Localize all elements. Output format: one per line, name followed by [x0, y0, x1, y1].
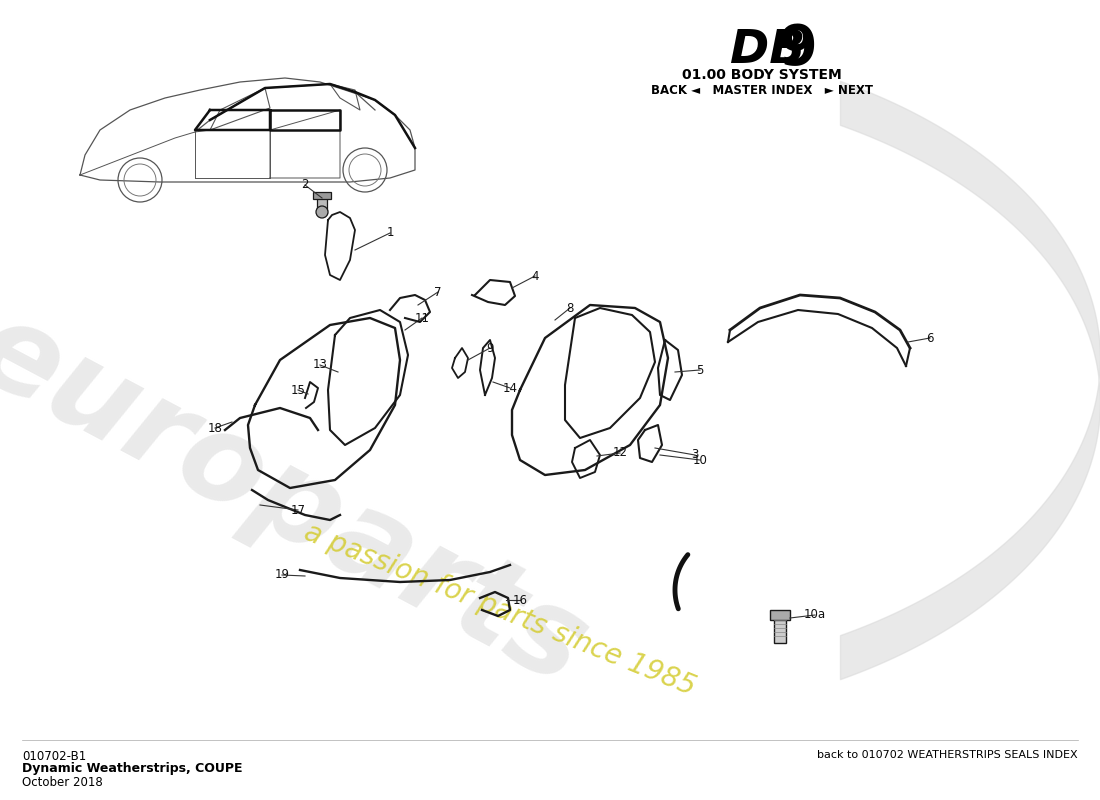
Text: 6: 6: [926, 331, 934, 345]
Text: back to 010702 WEATHERSTRIPS SEALS INDEX: back to 010702 WEATHERSTRIPS SEALS INDEX: [817, 750, 1078, 760]
Text: 8: 8: [566, 302, 574, 314]
Bar: [774, 618, 786, 643]
Text: 14: 14: [503, 382, 517, 394]
Text: 2: 2: [301, 178, 309, 191]
Text: a passion for parts since 1985: a passion for parts since 1985: [300, 518, 700, 702]
Text: 19: 19: [275, 569, 289, 582]
Text: 4: 4: [531, 270, 539, 282]
Text: 9: 9: [486, 342, 494, 354]
Text: 010702-B1: 010702-B1: [22, 750, 86, 763]
Text: 16: 16: [513, 594, 528, 606]
Text: 01.00 BODY SYSTEM: 01.00 BODY SYSTEM: [682, 68, 842, 82]
Text: DB: DB: [730, 28, 805, 73]
Text: 13: 13: [312, 358, 328, 371]
Text: 17: 17: [290, 503, 306, 517]
Text: 10: 10: [693, 454, 707, 466]
Text: October 2018: October 2018: [22, 776, 102, 789]
Text: 3: 3: [691, 449, 698, 462]
Text: 5: 5: [696, 363, 704, 377]
Circle shape: [316, 206, 328, 218]
Text: 12: 12: [613, 446, 627, 459]
Text: Dynamic Weatherstrips, COUPE: Dynamic Weatherstrips, COUPE: [22, 762, 242, 775]
Text: 11: 11: [415, 311, 429, 325]
Text: 7: 7: [434, 286, 442, 298]
Text: 18: 18: [208, 422, 222, 434]
Text: 9: 9: [778, 22, 816, 76]
Text: 1: 1: [386, 226, 394, 239]
Bar: [314, 192, 331, 199]
Bar: [317, 196, 327, 214]
Text: 10a: 10a: [804, 609, 826, 622]
Text: 15: 15: [290, 383, 306, 397]
Text: BACK ◄   MASTER INDEX   ► NEXT: BACK ◄ MASTER INDEX ► NEXT: [651, 84, 873, 97]
Text: europarts: europarts: [0, 290, 606, 710]
Bar: [770, 610, 790, 620]
